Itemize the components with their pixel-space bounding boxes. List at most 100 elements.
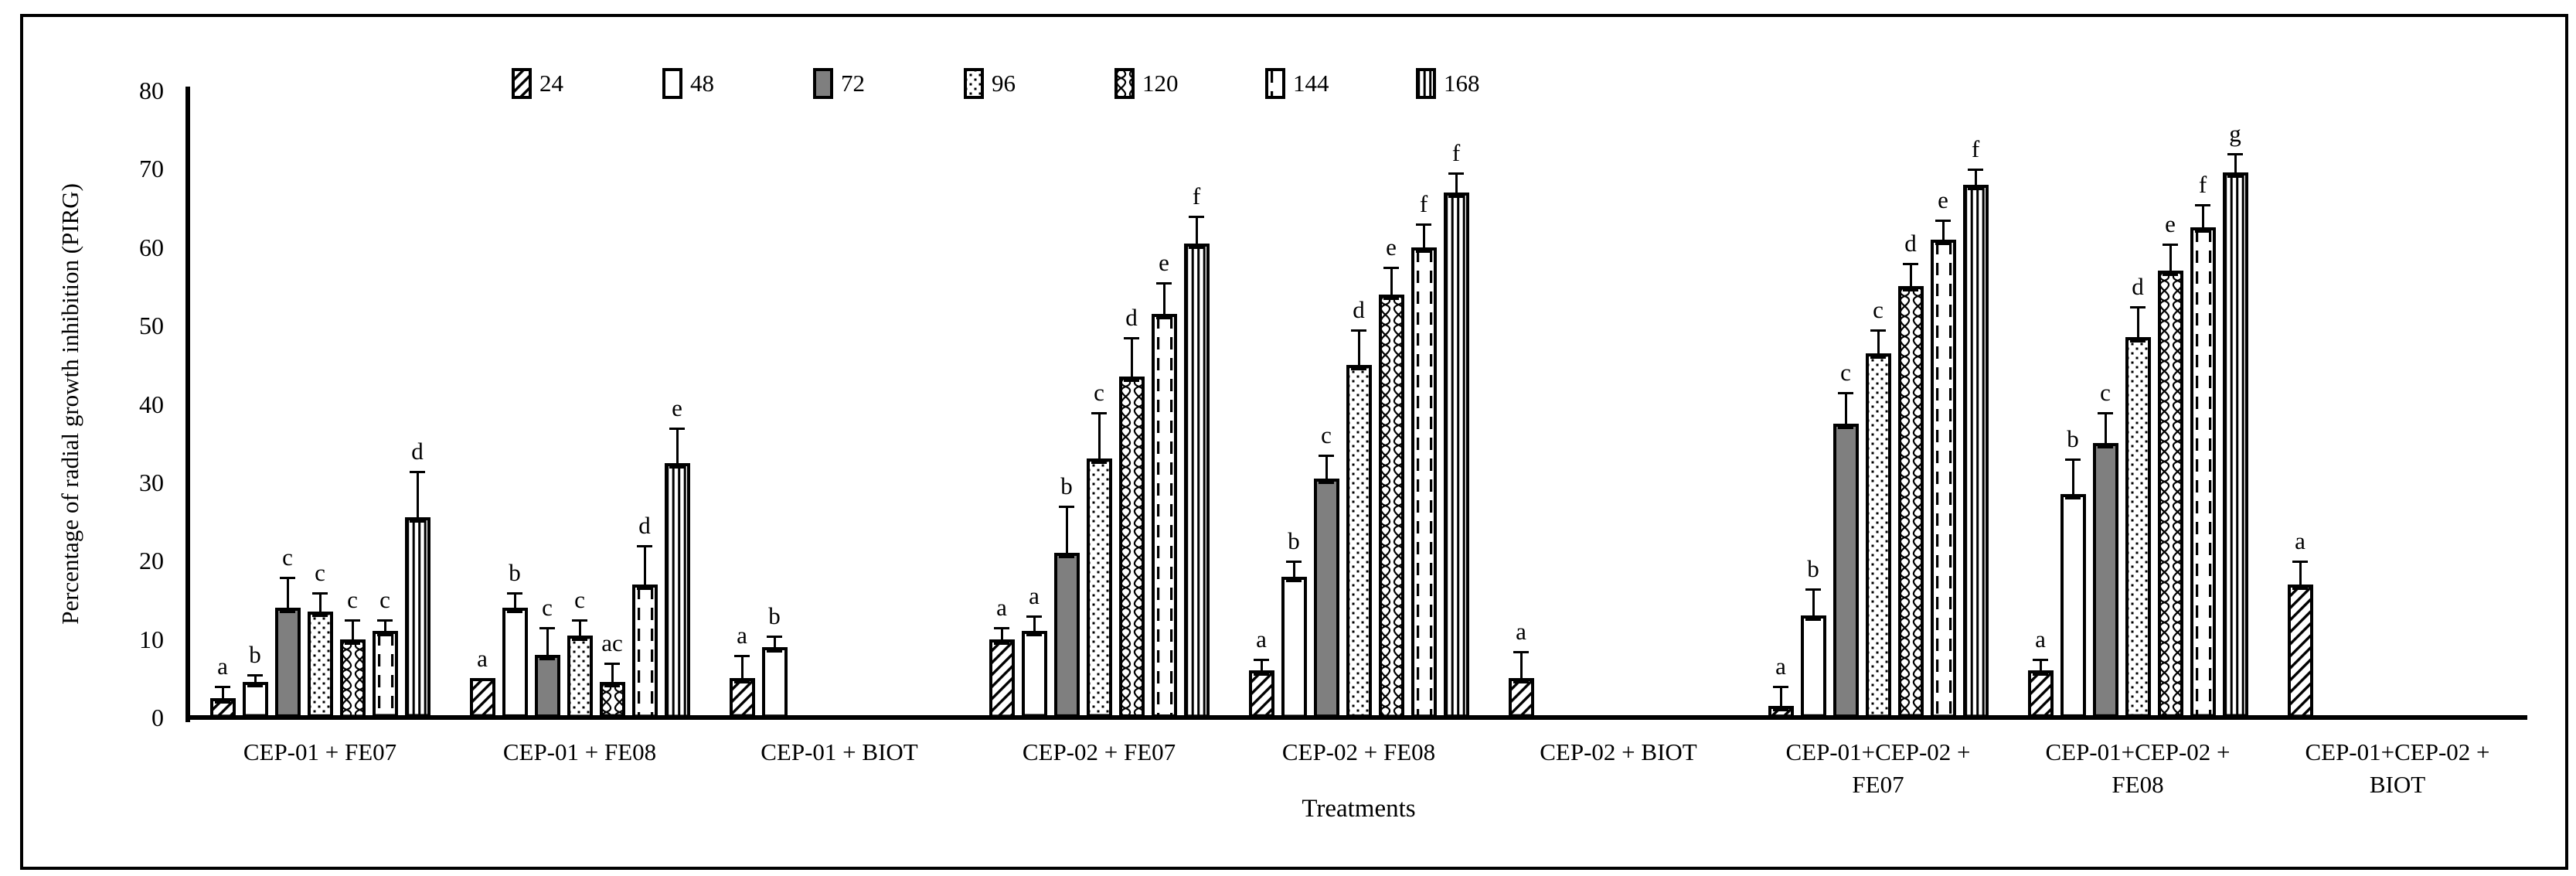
error-bar-top-cap [2227, 153, 2243, 156]
bar-CEP-01+CEP-02 + FE07-48h [1800, 615, 1826, 718]
error-bar [1357, 329, 1360, 365]
bar-CEP-01+CEP-02 + BIOT-24h [2287, 584, 2313, 718]
x-axis-title: Treatments [1302, 795, 1416, 823]
category-label-9: CEP-01+CEP-02 + BIOT [2268, 736, 2527, 801]
bar-CEP-01 + FE08-24h [469, 678, 495, 718]
category-label-8: CEP-01+CEP-02 + FE08 [2008, 736, 2268, 801]
error-bar-top-cap [507, 591, 522, 595]
error-bar-top-cap [215, 686, 230, 689]
error-bar-bottom-cap [1189, 246, 1204, 249]
category-label-line: CEP-01 + FE08 [502, 738, 657, 765]
significance-letter: c [1873, 296, 1884, 324]
significance-letter: a [2035, 625, 2046, 653]
legend-item-24: 24 [512, 66, 563, 101]
bar-CEP-02 + FE08-48h [1281, 576, 1307, 718]
category-label-line: BIOT [2369, 771, 2426, 798]
error-bar-bottom-cap [377, 634, 393, 637]
category-label-line: FE08 [2112, 771, 2164, 798]
error-bar-top-cap [1416, 223, 1431, 227]
bar-CEP-01 + FE08-168h [664, 462, 690, 718]
category-label-line: CEP-02 + FE08 [1281, 738, 1436, 765]
error-bar-bottom-cap [1805, 619, 1821, 622]
error-bar [1844, 392, 1847, 424]
error-bar-top-cap [2065, 458, 2081, 462]
significance-letter: c [347, 586, 358, 614]
significance-letter: a [1516, 617, 1526, 645]
significance-letter: e [1386, 233, 1397, 261]
bar-CEP-01 + FE07-48h [242, 682, 268, 718]
y-axis-title-text: Percentage of radial growth inhibition (… [56, 183, 83, 625]
error-bar-top-cap [2292, 561, 2308, 564]
error-bar [675, 427, 679, 463]
legend-item-168: 168 [1416, 66, 1480, 101]
error-bar [1065, 506, 1068, 554]
bar-CEP-01 + FE07-120h [339, 639, 366, 718]
error-bar [2234, 153, 2237, 173]
significance-letter: b [249, 641, 261, 669]
error-bar-top-cap [734, 654, 750, 657]
significance-letter: e [1159, 249, 1169, 277]
error-bar-top-cap [1935, 220, 1951, 223]
error-bar-bottom-cap [1286, 579, 1302, 582]
error-bar-top-cap [1448, 172, 1464, 176]
bar-CEP-01 + FE08-96h [567, 635, 593, 718]
error-bar-bottom-cap [2227, 176, 2243, 179]
error-bar-bottom-cap [215, 700, 230, 704]
bar-CEP-02 + FE08-120h [1378, 294, 1404, 718]
category-label-line: CEP-01 + FE07 [243, 738, 397, 765]
bar-CEP-01 + FE07-144h [372, 631, 398, 718]
error-bar-bottom-cap [1416, 250, 1431, 253]
y-tick-label-60: 60 [139, 233, 164, 261]
error-bar-top-cap [1968, 169, 1983, 172]
significance-letter: ac [601, 629, 623, 657]
significance-letter: f [1451, 139, 1461, 167]
category-label-line: CEP-02 + BIOT [1540, 738, 1697, 765]
error-bar-top-cap [539, 627, 555, 630]
error-bar-bottom-cap [507, 611, 522, 614]
significance-letter: c [315, 558, 325, 586]
category-label-7: CEP-01+CEP-02 + FE07 [1748, 736, 2008, 801]
error-bar [1974, 169, 1977, 185]
error-bar-bottom-cap [2098, 446, 2113, 449]
significance-letter: a [217, 653, 228, 680]
significance-letter: a [1775, 653, 1786, 680]
error-bar-top-cap [1254, 658, 1269, 661]
y-tick-label-80: 80 [139, 77, 164, 104]
bar-CEP-01 + FE08-120h [599, 682, 625, 718]
error-bar-bottom-cap [2130, 340, 2146, 343]
legend-marker-white-icon [662, 68, 682, 99]
significance-letter: e [672, 394, 682, 421]
significance-letter: c [1094, 378, 1104, 406]
error-bar [643, 544, 646, 585]
bar-CEP-01 + BIOT-48h [761, 646, 788, 718]
category-label-line: CEP-01+CEP-02 + [2305, 738, 2490, 765]
bar-CEP-02 + FE08-24h [1248, 670, 1274, 718]
error-bar-top-cap [2033, 658, 2048, 661]
legend-label: 96 [992, 70, 1016, 97]
bar-CEP-02 + FE08-168h [1443, 192, 1469, 718]
bar-CEP-02 + FE07-120h [1118, 377, 1145, 718]
legend-item-48: 48 [662, 66, 714, 101]
bar-CEP-01+CEP-02 + FE08-24h [2027, 670, 2054, 718]
error-bar-top-cap [1319, 455, 1334, 458]
significance-letter: d [638, 511, 651, 539]
error-bar-top-cap [1059, 506, 1074, 509]
bar-CEP-01 + FE07-96h [307, 612, 333, 718]
error-bar-top-cap [1189, 216, 1204, 219]
significance-letter: c [2100, 378, 2111, 406]
error-bar-bottom-cap [1091, 462, 1107, 465]
error-bar [286, 576, 289, 608]
legend-marker-diagonal-hatch-icon [512, 68, 532, 99]
significance-letter: a [996, 594, 1007, 622]
y-tick-label-20: 20 [139, 547, 164, 575]
error-bar-bottom-cap [2065, 497, 2081, 500]
error-bar [578, 619, 581, 636]
significance-letter: d [1904, 230, 1917, 257]
error-bar [740, 654, 744, 679]
error-bar-bottom-cap [1870, 356, 1886, 359]
significance-letter: b [1060, 472, 1073, 500]
error-bar-top-cap [2195, 203, 2210, 206]
bar-CEP-02 + FE07-48h [1021, 631, 1047, 718]
error-bar-top-cap [1870, 329, 1886, 332]
